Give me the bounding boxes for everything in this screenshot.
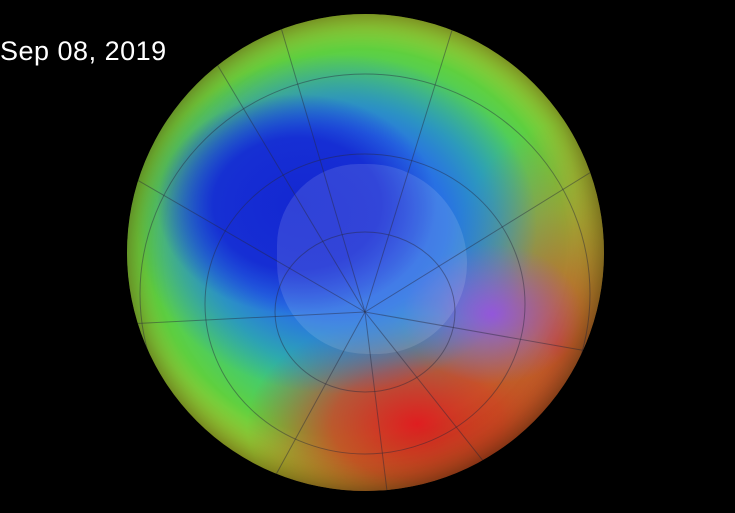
antarctica-landmass bbox=[277, 164, 467, 354]
globe-shading bbox=[127, 14, 604, 491]
date-label: Sep 08, 2019 bbox=[0, 36, 167, 66]
ozone-globe bbox=[127, 14, 604, 491]
graticule bbox=[127, 14, 604, 491]
